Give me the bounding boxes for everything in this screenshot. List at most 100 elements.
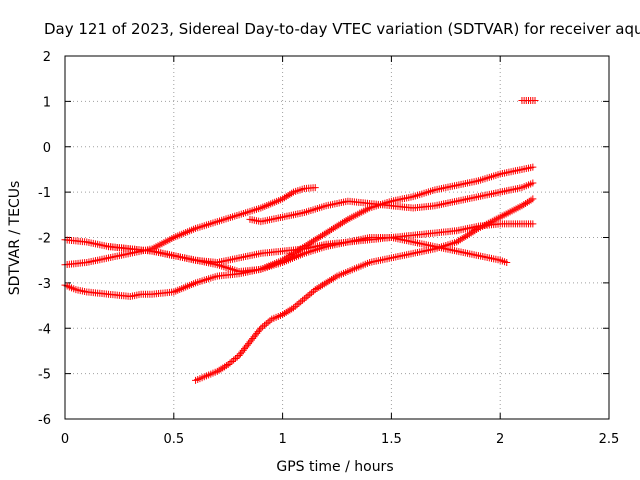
plot-frame — [64, 55, 610, 420]
data-point — [282, 193, 290, 201]
data-point — [518, 202, 526, 210]
data-point — [338, 219, 346, 227]
y-tick-label: -3 — [38, 277, 51, 292]
series-arc-7 — [518, 96, 539, 104]
data-point — [311, 236, 319, 244]
data-point — [299, 296, 307, 304]
data-point — [331, 273, 339, 281]
data-point — [471, 227, 479, 235]
data-point — [306, 239, 314, 247]
data-point — [304, 292, 312, 300]
data-point — [318, 231, 326, 239]
data-point — [315, 234, 323, 241]
data-point — [308, 238, 316, 246]
data-point — [309, 287, 317, 295]
data-point — [313, 235, 321, 243]
data-point — [311, 286, 319, 294]
data-point — [306, 290, 314, 298]
data-point — [460, 234, 468, 241]
data-point — [469, 228, 477, 236]
data-point — [464, 231, 472, 239]
data-point — [453, 238, 461, 246]
data-point — [322, 229, 330, 237]
y-tick-label: -4 — [38, 322, 51, 337]
y-tick-label: -2 — [38, 232, 51, 247]
data-point — [328, 226, 336, 234]
data-point — [328, 275, 336, 283]
data-point — [295, 299, 303, 307]
data-point — [260, 321, 268, 329]
data-point — [231, 355, 239, 362]
data-point — [456, 236, 464, 244]
x-axis-title: GPS time / hours — [276, 459, 393, 475]
y-axis-title: SDTVAR / TECUs — [7, 181, 23, 296]
data-point — [262, 320, 270, 328]
data-point — [326, 227, 334, 235]
y-tick-label: 1 — [43, 95, 51, 110]
data-point — [280, 310, 288, 318]
data-point — [324, 278, 332, 286]
data-point — [300, 295, 308, 303]
data-point — [529, 163, 537, 171]
data-point — [219, 364, 227, 372]
data-point — [255, 326, 263, 334]
data-point — [317, 282, 325, 290]
data-point — [322, 279, 330, 287]
data-point — [324, 228, 332, 236]
data-point — [309, 237, 317, 245]
y-tick-label: -6 — [38, 413, 51, 428]
data-point — [284, 307, 292, 315]
data-point — [527, 196, 535, 204]
data-point — [333, 222, 341, 230]
data-point — [473, 226, 481, 234]
data-point — [317, 232, 325, 240]
data-point — [522, 199, 530, 207]
data-point — [311, 184, 319, 192]
data-point — [529, 195, 537, 203]
data-point — [529, 220, 537, 228]
data-point — [523, 198, 531, 206]
x-tick-label: 0 — [61, 432, 69, 447]
data-point — [228, 358, 236, 366]
series-arc-4 — [105, 234, 511, 266]
y-tick-label: 2 — [43, 50, 51, 65]
data-point — [284, 253, 292, 261]
data-point — [318, 281, 326, 289]
data-point — [329, 224, 337, 232]
data-point — [308, 289, 316, 297]
x-tick-label: 1.5 — [381, 432, 402, 447]
data-point — [266, 317, 274, 325]
data-point — [520, 201, 528, 209]
data-point — [291, 302, 299, 310]
data-points — [61, 96, 539, 384]
data-point — [288, 189, 296, 197]
data-point — [335, 221, 343, 229]
data-point — [222, 362, 230, 370]
data-point — [340, 218, 348, 226]
data-point — [221, 363, 229, 371]
series-arc-6 — [192, 195, 537, 384]
data-point — [313, 285, 321, 293]
data-point — [233, 353, 241, 361]
data-point — [531, 96, 539, 104]
data-point — [304, 240, 312, 248]
x-tick-label: 1 — [278, 432, 286, 447]
data-point — [297, 298, 305, 306]
data-point — [280, 194, 288, 202]
x-tick-label: 2.5 — [599, 432, 620, 447]
data-point — [462, 232, 470, 240]
data-point — [320, 280, 328, 288]
data-point — [302, 293, 310, 301]
data-point — [259, 323, 267, 331]
y-tick-label: -1 — [38, 186, 51, 201]
data-point — [326, 277, 334, 285]
data-point — [286, 190, 294, 198]
data-point — [289, 304, 297, 312]
data-point — [503, 258, 511, 266]
data-point — [280, 255, 288, 263]
series-arc-1 — [61, 184, 319, 269]
data-point — [331, 223, 339, 231]
series-arc-2 — [61, 220, 537, 300]
data-point — [215, 366, 223, 374]
